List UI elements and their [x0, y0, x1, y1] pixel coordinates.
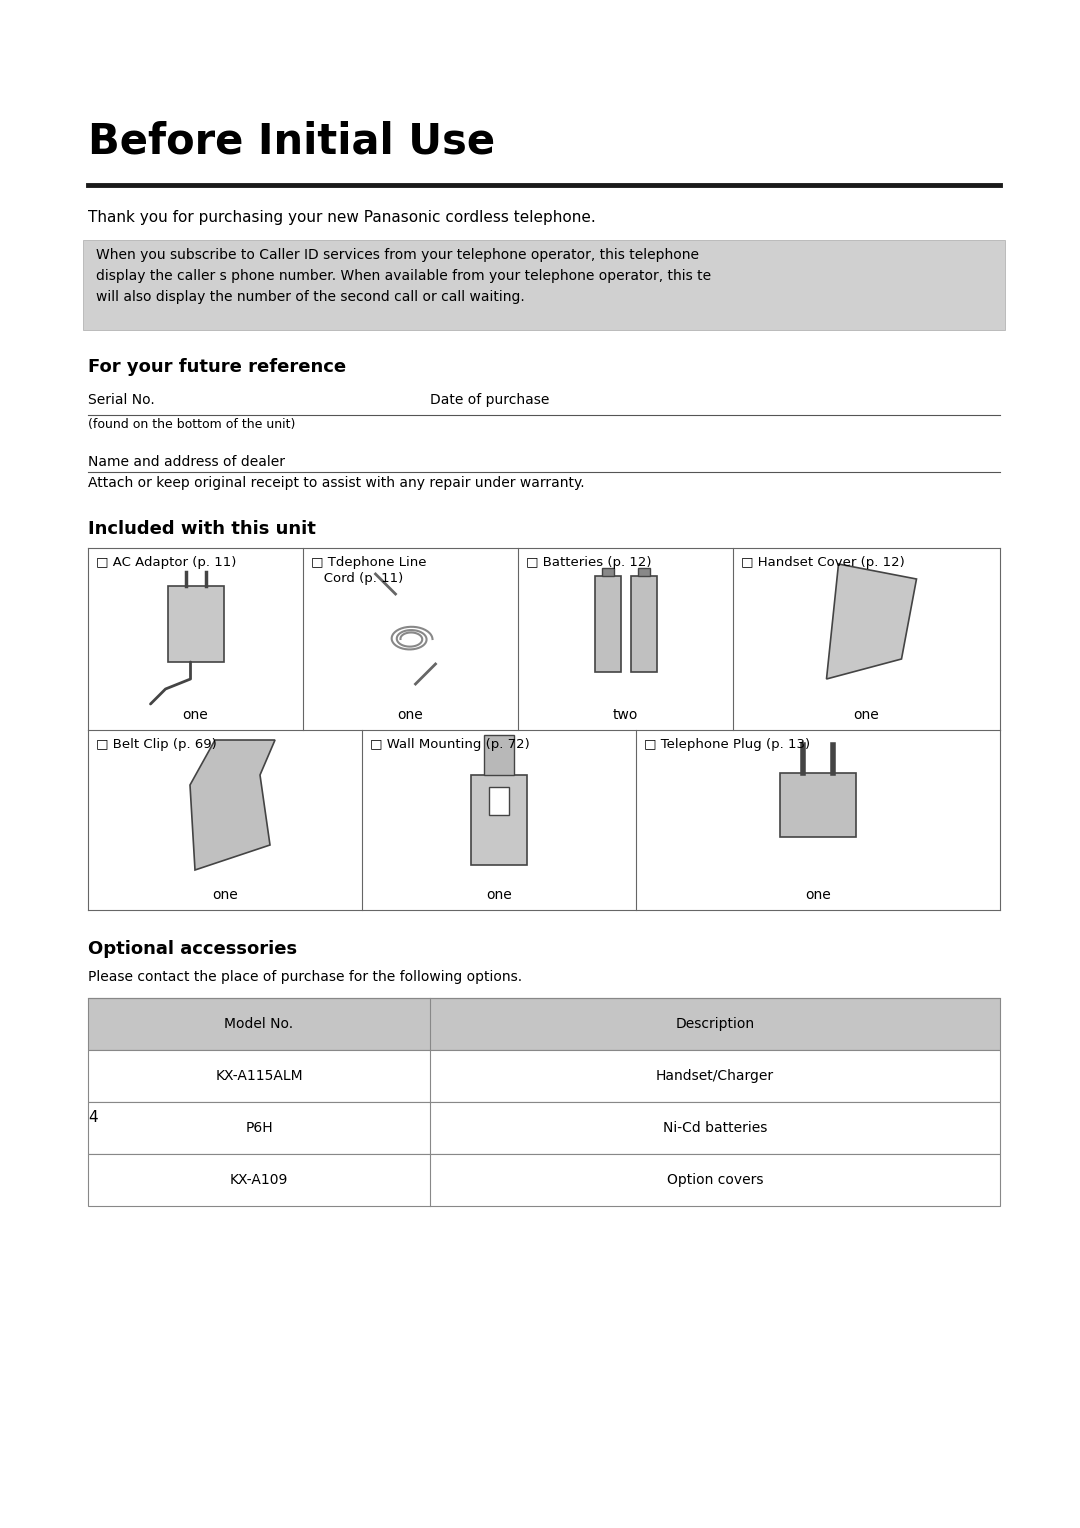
Text: For your future reference: For your future reference [87, 358, 346, 376]
Bar [602, 568, 613, 576]
Bar [631, 576, 657, 672]
Bar [471, 775, 527, 865]
Text: Before Initial Use: Before Initial Use [87, 121, 495, 163]
Bar [87, 1050, 1000, 1102]
Bar [489, 787, 509, 814]
Bar [637, 568, 649, 576]
Text: Description: Description [675, 1018, 755, 1031]
Text: Serial No.: Serial No. [87, 393, 154, 406]
Bar [594, 576, 621, 672]
Text: □ Belt Clip (p. 69): □ Belt Clip (p. 69) [96, 738, 217, 750]
Text: Attach or keep original receipt to assist with any repair under warranty.: Attach or keep original receipt to assis… [87, 477, 584, 490]
Text: □ Telephone Plug (p. 13): □ Telephone Plug (p. 13) [644, 738, 810, 750]
Text: P6H: P6H [245, 1122, 273, 1135]
Text: one: one [397, 707, 423, 723]
Text: □ Handset Cover (p. 12): □ Handset Cover (p. 12) [741, 556, 905, 568]
Bar [484, 735, 514, 775]
Polygon shape [826, 564, 917, 678]
Text: Cord (p. 11): Cord (p. 11) [311, 571, 403, 585]
Text: Ni-Cd batteries: Ni-Cd batteries [663, 1122, 767, 1135]
Bar [87, 1154, 1000, 1206]
Text: When you subscribe to Caller ID services from your telephone operator, this tele: When you subscribe to Caller ID services… [96, 248, 711, 304]
Text: KX-A109: KX-A109 [230, 1174, 288, 1187]
Text: □ Wall Mounting (p. 72): □ Wall Mounting (p. 72) [370, 738, 530, 750]
Text: Please contact the place of purchase for the following options.: Please contact the place of purchase for… [87, 970, 522, 984]
Text: Option covers: Option covers [666, 1174, 764, 1187]
Text: Optional accessories: Optional accessories [87, 940, 297, 958]
Text: (found on the bottom of the unit): (found on the bottom of the unit) [87, 419, 295, 431]
Text: one: one [805, 888, 831, 902]
Text: □ Batteries (p. 12): □ Batteries (p. 12) [526, 556, 651, 568]
Bar [167, 587, 224, 662]
Bar [780, 773, 856, 837]
Bar [87, 998, 1000, 1050]
Text: one: one [212, 888, 238, 902]
Text: □ Tdephone Line: □ Tdephone Line [311, 556, 427, 568]
Text: Handset/Charger: Handset/Charger [656, 1070, 774, 1083]
Text: Thank you for purchasing your new Panasonic cordless telephone.: Thank you for purchasing your new Panaso… [87, 209, 596, 225]
Text: □ AC Adaptor (p. 11): □ AC Adaptor (p. 11) [96, 556, 237, 568]
Text: Included with this unit: Included with this unit [87, 520, 315, 538]
Text: 4: 4 [87, 1109, 97, 1125]
Text: one: one [853, 707, 879, 723]
Text: two: two [612, 707, 638, 723]
Text: one: one [486, 888, 512, 902]
Bar [87, 1102, 1000, 1154]
Text: Model No.: Model No. [225, 1018, 294, 1031]
Text: KX-A115ALM: KX-A115ALM [215, 1070, 302, 1083]
Text: Name and address of dealer: Name and address of dealer [87, 455, 285, 469]
Text: one: one [183, 707, 208, 723]
Bar [83, 240, 1005, 330]
Text: Date of purchase: Date of purchase [430, 393, 550, 406]
Polygon shape [190, 740, 275, 869]
